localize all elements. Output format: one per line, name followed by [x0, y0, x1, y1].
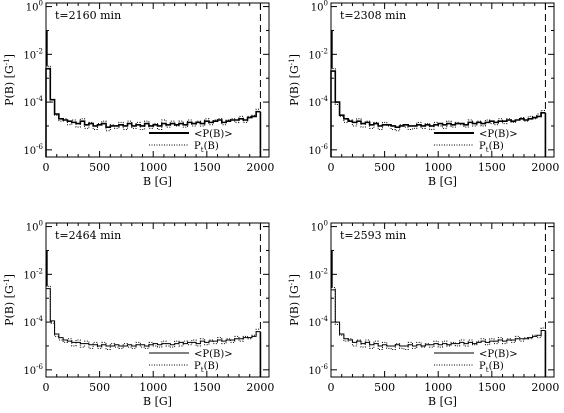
y-tick-label: 10-4	[23, 95, 43, 109]
series-pt-histogram	[45, 65, 261, 157]
series-pt-histogram	[45, 285, 261, 377]
x-tick-label: 2000	[531, 161, 559, 174]
y-tick-label: 100	[26, 0, 43, 14]
y-axis-label: P(B) [G-1]	[3, 274, 16, 326]
y-axis-label: P(B) [G-1]	[288, 274, 301, 326]
legend-label-pt: Pt(B)	[479, 361, 504, 374]
x-tick-label: 500	[374, 161, 395, 174]
series-pt-histogram	[330, 286, 546, 377]
legend-label-pt: Pt(B)	[194, 361, 219, 374]
y-tick-label: 10-6	[308, 363, 328, 377]
panel-title: t=2160 min	[55, 9, 121, 22]
legend-label-pt: Pt(B)	[479, 141, 504, 154]
x-tick-label: 2000	[246, 161, 274, 174]
y-tick-label: 10-6	[23, 363, 43, 377]
x-tick-label: 1500	[193, 381, 221, 394]
plot-frame	[330, 222, 555, 378]
series-pt-histogram	[330, 68, 546, 157]
x-axis-label: B [G]	[143, 395, 172, 408]
y-axis-label: P(B) [G-1]	[288, 54, 301, 106]
y-tick-label: 100	[311, 220, 328, 234]
x-tick-label: 500	[89, 381, 110, 394]
chart-panel-2: 0 500 1000 1500 2000 100 10-2 10-4 10-6 B [G] P(B)…	[288, 0, 559, 188]
x-tick-label: 1500	[478, 381, 506, 394]
x-tick-label: 1000	[139, 161, 167, 174]
series-mean-histogram	[330, 289, 546, 377]
series-mean-histogram	[45, 67, 261, 157]
y-tick-label: 100	[26, 220, 43, 234]
x-tick-label: 0	[328, 381, 335, 394]
y-tick-label: 10-4	[23, 315, 43, 329]
chart-panel-3: 0 500 1000 1500 2000 100 10-2 10-4 10-6 B [G] P(B)…	[3, 220, 274, 408]
legend-label-mean: <P(B)>	[194, 349, 233, 360]
y-tick-label: 100	[311, 0, 328, 14]
x-axis-label: B [G]	[143, 175, 172, 188]
y-tick-label: 10-2	[23, 267, 43, 281]
legend-label-mean: <P(B)>	[479, 349, 518, 360]
y-tick-label: 10-2	[308, 47, 328, 61]
y-tick-label: 10-4	[308, 315, 328, 329]
x-tick-label: 0	[43, 161, 50, 174]
x-tick-label: 2000	[246, 381, 274, 394]
legend-label-mean: <P(B)>	[479, 129, 518, 140]
y-tick-label: 10-2	[23, 47, 43, 61]
y-tick-label: 10-4	[308, 95, 328, 109]
panel-title: t=2593 min	[340, 229, 406, 242]
legend-label-pt: Pt(B)	[194, 141, 219, 154]
x-tick-label: 1000	[139, 381, 167, 394]
panel-title: t=2464 min	[55, 229, 121, 242]
panel-title: t=2308 min	[340, 9, 406, 22]
y-axis-label: P(B) [G-1]	[3, 54, 16, 106]
y-tick-label: 10-2	[308, 267, 328, 281]
x-tick-label: 1500	[478, 161, 506, 174]
chart-panel-1: 0 500 1000 1500 2000 100 10-2 10-4 10-6 B [G] P(B)…	[3, 0, 274, 188]
x-axis-label: B [G]	[428, 175, 457, 188]
x-tick-label: 0	[43, 381, 50, 394]
x-tick-label: 500	[89, 161, 110, 174]
x-tick-label: 500	[374, 381, 395, 394]
series-mean-histogram	[330, 70, 546, 157]
y-tick-label: 10-6	[23, 143, 43, 157]
plot-frame	[45, 222, 270, 378]
x-tick-label: 1000	[424, 161, 452, 174]
x-tick-label: 0	[328, 161, 335, 174]
y-tick-label: 10-6	[308, 143, 328, 157]
x-tick-label: 1000	[424, 381, 452, 394]
chart-panel-4: 0 500 1000 1500 2000 100 10-2 10-4 10-6 B [G] P(B)…	[288, 220, 559, 408]
legend-label-mean: <P(B)>	[194, 129, 233, 140]
x-tick-label: 2000	[531, 381, 559, 394]
series-mean-histogram	[45, 288, 261, 377]
x-tick-label: 1500	[193, 161, 221, 174]
x-axis-label: B [G]	[428, 395, 457, 408]
